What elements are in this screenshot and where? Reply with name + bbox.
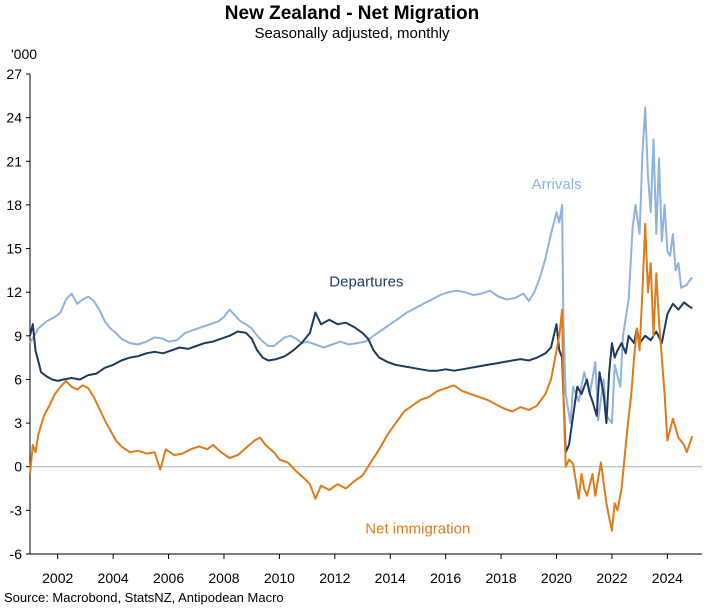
y-axis-unit-label: '000 bbox=[11, 46, 38, 62]
y-tick-label: 27 bbox=[6, 66, 22, 82]
chart-title: New Zealand - Net Migration bbox=[224, 3, 480, 24]
x-tick-label: 2006 bbox=[153, 570, 184, 586]
chart-axes: 27 24 21 18 15 12 9 6 3 0 -3 -6 2002 2004 2006 2008 2010… bbox=[6, 66, 702, 586]
series-label-net-immigration: Net immigration bbox=[365, 521, 470, 538]
x-tick-label: 2014 bbox=[375, 570, 406, 586]
series-layer bbox=[29, 106, 694, 532]
y-tick-label: 0 bbox=[14, 459, 22, 475]
series-label-departures: Departures bbox=[329, 273, 403, 290]
x-tick-label: 2020 bbox=[541, 570, 572, 586]
x-tick-label: 2010 bbox=[264, 570, 295, 586]
x-tick-label: 2016 bbox=[430, 570, 461, 586]
y-tick-label: 9 bbox=[14, 328, 22, 344]
series-line-arrivals bbox=[29, 106, 694, 425]
y-tick-label: 15 bbox=[6, 241, 22, 257]
x-tick-label: 2018 bbox=[486, 570, 517, 586]
x-tick-label: 2012 bbox=[319, 570, 350, 586]
x-tick-label: 2022 bbox=[596, 570, 627, 586]
series-label-arrivals: Arrivals bbox=[532, 176, 582, 193]
y-tick-label: 6 bbox=[14, 371, 22, 387]
source-note: Source: Macrobond, StatsNZ, Antipodean M… bbox=[4, 590, 284, 605]
y-tick-label: 18 bbox=[6, 197, 22, 213]
y-tick-label: 21 bbox=[6, 153, 22, 169]
x-tick-label: 2002 bbox=[42, 570, 73, 586]
x-tick-label: 2024 bbox=[652, 570, 683, 586]
series-line-departures bbox=[29, 301, 693, 454]
annotation-layer: Arrivals Departures Net immigration bbox=[329, 176, 581, 538]
x-tick-label: 2004 bbox=[98, 570, 129, 586]
y-tick-label: 24 bbox=[6, 110, 22, 126]
x-tick-label: 2008 bbox=[208, 570, 239, 586]
chart-subtitle: Seasonally adjusted, monthly bbox=[254, 25, 450, 42]
series-line-net-immigration bbox=[29, 222, 694, 532]
y-tick-label: -6 bbox=[10, 546, 23, 562]
y-tick-label: 12 bbox=[6, 284, 22, 300]
y-tick-label: -3 bbox=[10, 502, 23, 518]
y-tick-label: 3 bbox=[14, 415, 22, 431]
